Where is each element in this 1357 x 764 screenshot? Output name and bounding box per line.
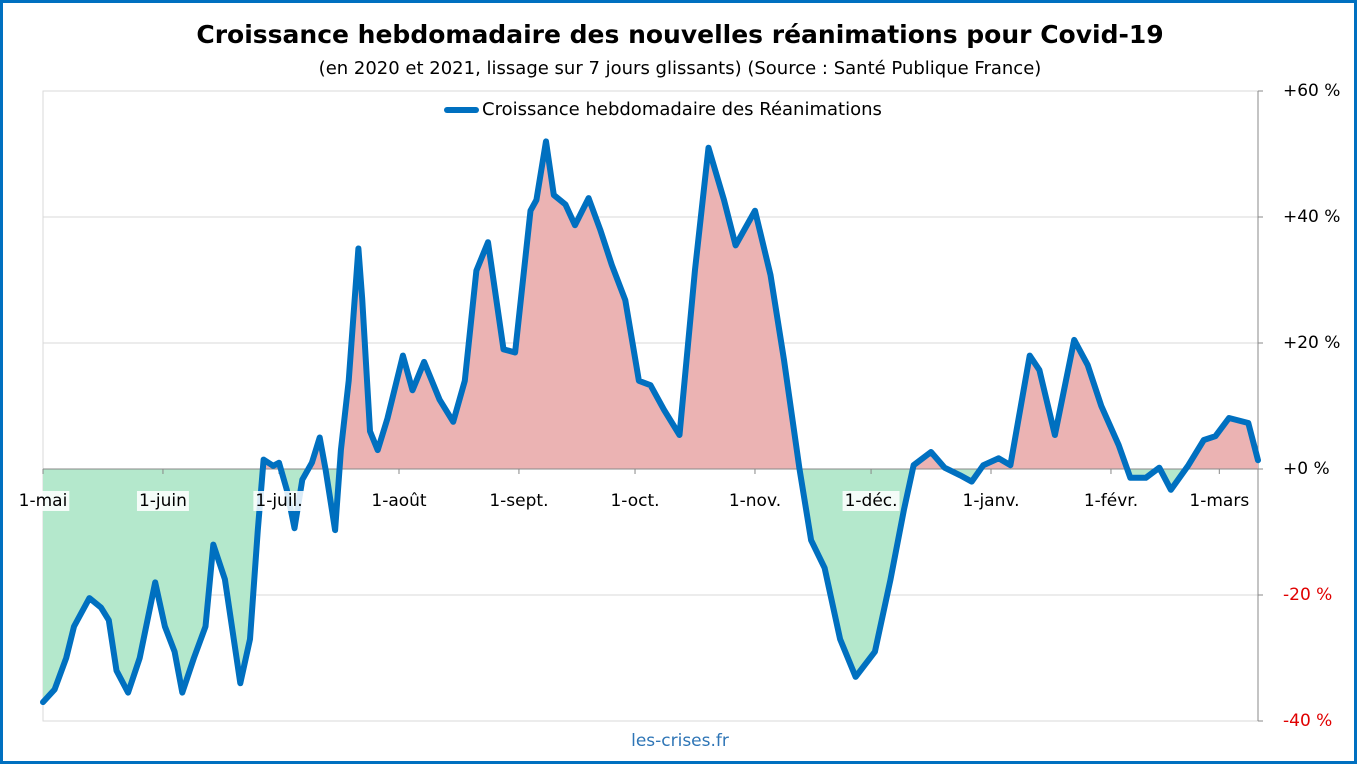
x-tick-label: 1-nov. bbox=[729, 491, 781, 511]
y-tick-label: +0 % bbox=[1283, 459, 1330, 479]
x-label-bg bbox=[369, 491, 429, 511]
y-tick-label: +40 % bbox=[1283, 207, 1340, 227]
x-label-bg bbox=[1187, 491, 1252, 511]
source: les-crises.fr bbox=[631, 731, 729, 751]
y-tick-label: +60 % bbox=[1283, 81, 1340, 101]
x-tick-label: 1-juin bbox=[139, 491, 187, 511]
x-label-bg bbox=[136, 491, 189, 511]
x-label-bg bbox=[960, 491, 1022, 511]
chart-subtitle: (en 2020 et 2021, lissage sur 7 jours gl… bbox=[319, 58, 1042, 79]
y-tick-label: -40 % bbox=[1283, 711, 1332, 731]
x-label-bg bbox=[487, 491, 551, 511]
legend-label: Croissance hebdomadaire des Réanimations bbox=[482, 99, 882, 120]
x-label-bg bbox=[16, 491, 70, 511]
x-tick-label: 1-mai bbox=[19, 491, 68, 511]
chart-title: Croissance hebdomadaire des nouvelles ré… bbox=[196, 20, 1163, 49]
x-tick-label: 1-oct. bbox=[610, 491, 659, 511]
y-tick-label: +20 % bbox=[1283, 333, 1340, 353]
x-tick-label: 1-sept. bbox=[489, 491, 548, 511]
x-tick-label: 1-mars bbox=[1189, 491, 1249, 511]
x-label-bg bbox=[608, 491, 662, 511]
x-label-bg bbox=[1081, 491, 1141, 511]
x-tick-label: 1-janv. bbox=[963, 491, 1020, 511]
x-label-bg bbox=[842, 491, 900, 511]
x-tick-label: 1-août bbox=[371, 491, 427, 511]
positive-area bbox=[43, 141, 1258, 469]
x-tick-label: 1-déc. bbox=[845, 491, 898, 511]
x-tick-label: 1-juil. bbox=[255, 491, 302, 511]
y-tick-label: -20 % bbox=[1283, 585, 1332, 605]
x-label-bg bbox=[253, 491, 305, 511]
x-label-bg bbox=[726, 491, 784, 511]
data-line bbox=[40, 138, 1261, 706]
x-tick-label: 1-févr. bbox=[1084, 491, 1138, 511]
